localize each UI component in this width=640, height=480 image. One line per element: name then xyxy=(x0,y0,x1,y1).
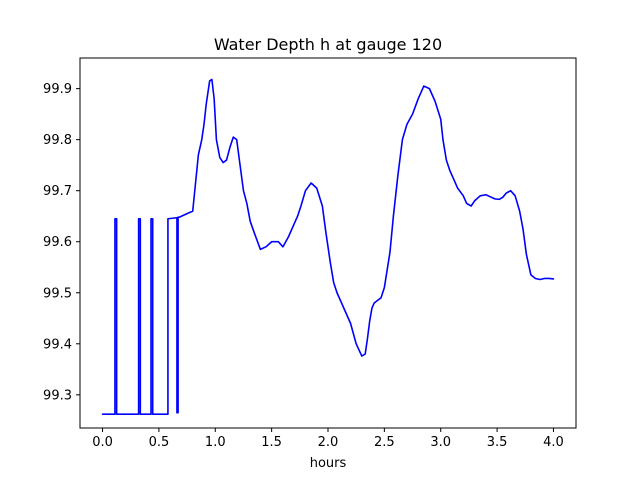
y-axis: 99.3 99.4 99.5 99.6 99.7 99.8 99.9 xyxy=(43,82,80,403)
y-tick-label: 99.3 xyxy=(43,388,72,403)
y-tick-label: 99.7 xyxy=(43,184,72,199)
y-tick-label: 99.5 xyxy=(43,286,72,301)
y-tick-label: 99.8 xyxy=(43,133,72,148)
x-tick-label: 4.0 xyxy=(543,435,564,450)
x-tick-label: 3.0 xyxy=(430,435,451,450)
x-tick-label: 2.0 xyxy=(318,435,339,450)
x-tick-label: 1.5 xyxy=(261,435,282,450)
x-tick-label: 0.5 xyxy=(149,435,170,450)
y-tick-label: 99.4 xyxy=(43,337,72,352)
x-axis: 0.0 0.5 1.0 1.5 2.0 2.5 3.0 3.5 4.0 xyxy=(92,428,564,450)
x-tick-label: 0.0 xyxy=(92,435,113,450)
x-tick-label: 2.5 xyxy=(374,435,395,450)
data-layer xyxy=(101,78,555,416)
chart-title: Water Depth h at gauge 120 xyxy=(214,35,442,54)
x-tick-label: 3.5 xyxy=(487,435,508,450)
x-tick-label: 1.0 xyxy=(205,435,226,450)
y-tick-label: 99.9 xyxy=(43,82,72,97)
y-tick-label: 99.6 xyxy=(43,235,72,250)
x-axis-label: hours xyxy=(310,456,347,471)
series-line-0 xyxy=(101,78,555,416)
